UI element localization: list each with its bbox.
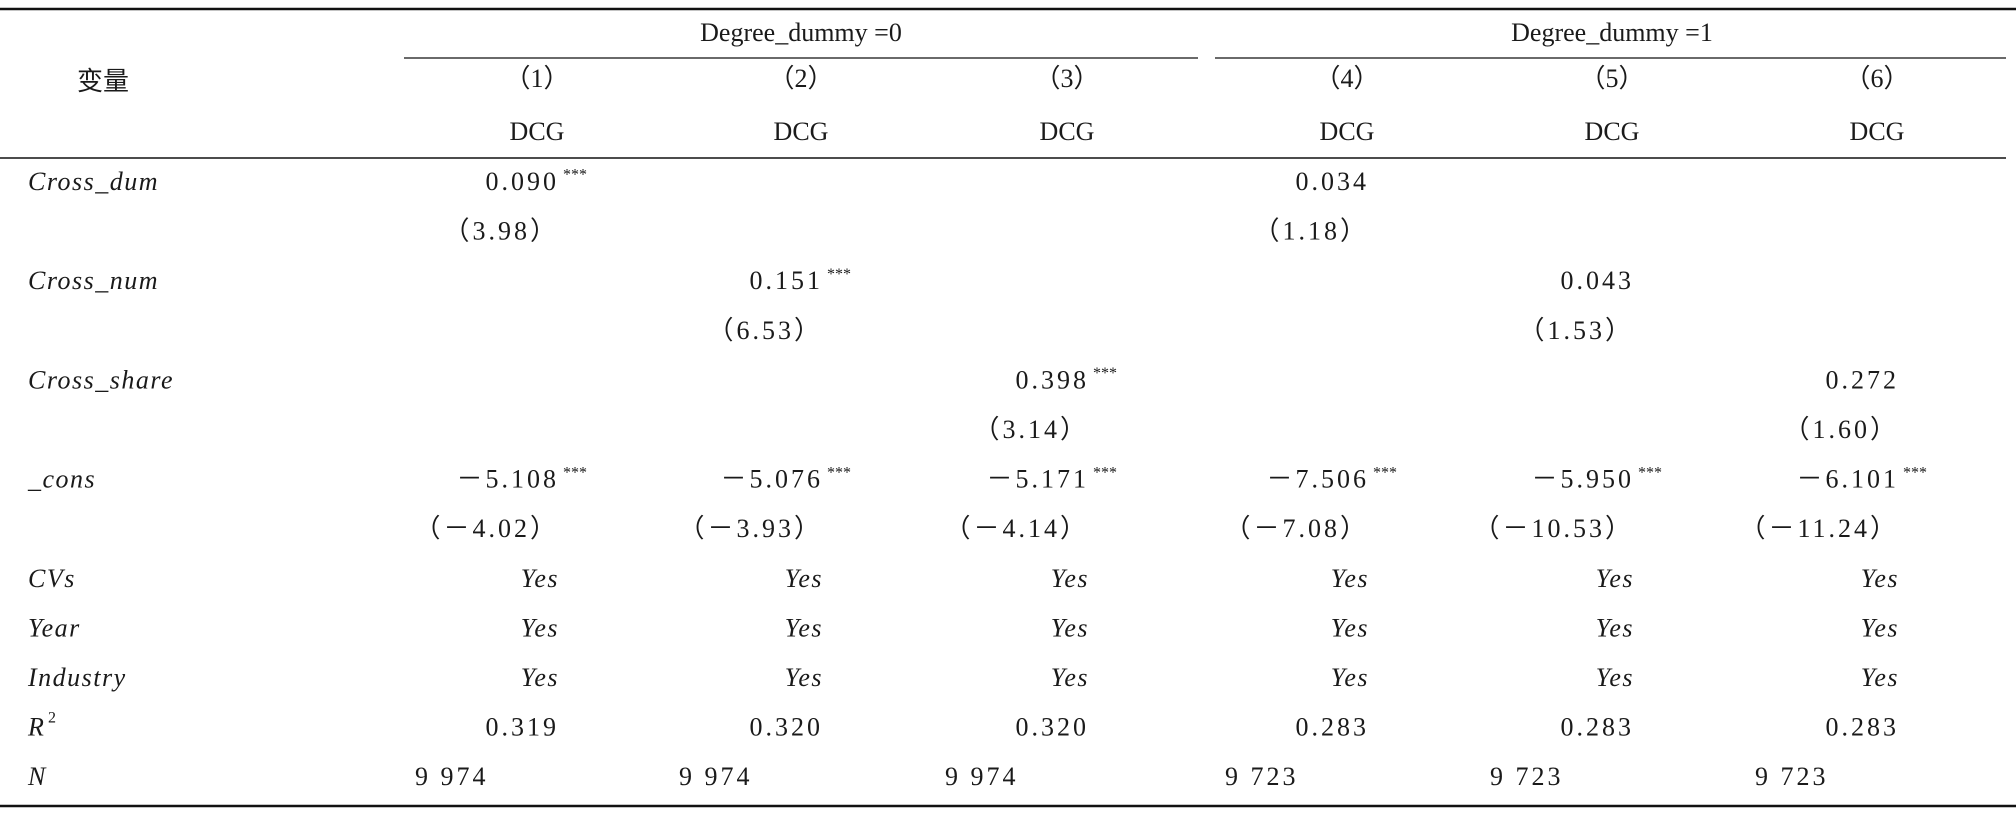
cell-value: （3.14） (973, 415, 1089, 444)
cell-value: 0.283 (1296, 713, 1370, 742)
cell-value: －5.076 (720, 465, 823, 494)
cell-value: （－7.08） (1224, 514, 1369, 543)
cell-value: 0.090 (486, 167, 560, 196)
cell-value: 9 723 (1755, 762, 1829, 791)
dependent-variable: DCG (510, 117, 565, 146)
row-label: Cross_num (28, 266, 159, 295)
significance-stars: *** (1903, 464, 1927, 481)
significance-stars: *** (827, 266, 851, 283)
group-header: Degree_dummy =1 (1511, 18, 1713, 47)
cell-value: （6.53） (707, 316, 823, 345)
cell-value: Yes (1051, 613, 1089, 642)
row-label-sup: 2 (48, 709, 56, 726)
row-label: Year (28, 613, 81, 642)
row-label: Cross_share (28, 365, 174, 394)
cell-value: （1.18） (1253, 217, 1369, 246)
cell-value: 0.272 (1826, 365, 1900, 394)
dependent-variable: DCG (1040, 117, 1095, 146)
cell-value: 9 723 (1225, 762, 1299, 791)
column-number: （4） (1314, 64, 1379, 93)
cell-value: （－10.53） (1473, 514, 1634, 543)
row-label: CVs (28, 564, 76, 593)
dependent-variable: DCG (1320, 117, 1375, 146)
cell-value: Yes (1596, 564, 1634, 593)
significance-stars: *** (563, 464, 587, 481)
cell-value: Yes (1861, 663, 1899, 692)
cell-value: 9 974 (945, 762, 1019, 791)
cell-value: Yes (1331, 613, 1369, 642)
cell-value: Yes (521, 613, 559, 642)
dependent-variable: DCG (1850, 117, 1905, 146)
cell-value: Yes (1331, 663, 1369, 692)
column-number: （5） (1579, 64, 1644, 93)
significance-stars: *** (1093, 365, 1117, 382)
row-label: Industry (27, 663, 127, 692)
cell-value: Yes (785, 564, 823, 593)
column-number: （2） (768, 64, 833, 93)
significance-stars: *** (1373, 464, 1397, 481)
cell-value: Yes (1051, 663, 1089, 692)
cell-value: －5.950 (1531, 465, 1634, 494)
cell-value: 9 974 (415, 762, 489, 791)
cell-value: （－4.02） (414, 514, 559, 543)
cell-value: 9 723 (1490, 762, 1564, 791)
cell-value: （－11.24） (1739, 514, 1899, 543)
cell-value: 0.398 (1016, 365, 1090, 394)
cell-value: －5.108 (456, 465, 559, 494)
cell-value: 0.151 (750, 266, 824, 295)
cell-value: 0.320 (750, 713, 824, 742)
significance-stars: *** (1638, 464, 1662, 481)
group-header: Degree_dummy =0 (700, 18, 902, 47)
cell-value: Yes (1331, 564, 1369, 593)
cell-value: Yes (785, 613, 823, 642)
row-label: Cross_dum (28, 167, 159, 196)
cell-value: 9 974 (679, 762, 753, 791)
cell-value: （3.98） (443, 217, 559, 246)
cell-value: （1.60） (1783, 415, 1899, 444)
column-number: （3） (1034, 64, 1099, 93)
cell-value: 0.034 (1296, 167, 1370, 196)
cell-value: （－3.93） (678, 514, 823, 543)
cell-value: Yes (785, 663, 823, 692)
cell-value: Yes (1861, 613, 1899, 642)
cell-value: －5.171 (986, 465, 1089, 494)
significance-stars: *** (563, 167, 587, 184)
significance-stars: *** (827, 464, 851, 481)
cell-value: （－4.14） (944, 514, 1089, 543)
significance-stars: *** (1093, 464, 1117, 481)
cell-value: Yes (521, 663, 559, 692)
row-label: _cons (27, 465, 96, 494)
cell-value: 0.319 (486, 713, 560, 742)
cell-value: －6.101 (1796, 465, 1899, 494)
cell-value: Yes (1596, 663, 1634, 692)
row-label: R (27, 713, 45, 742)
cell-value: 0.320 (1016, 713, 1090, 742)
row-label: N (27, 762, 47, 791)
cell-value: 0.283 (1826, 713, 1900, 742)
column-number: （1） (504, 64, 569, 93)
cell-value: Yes (1861, 564, 1899, 593)
cell-value: Yes (1596, 613, 1634, 642)
cell-value: （1.53） (1518, 316, 1634, 345)
column-number: （6） (1844, 64, 1909, 93)
cell-value: 0.043 (1561, 266, 1635, 295)
dependent-variable: DCG (1585, 117, 1640, 146)
cell-value: Yes (1051, 564, 1089, 593)
cell-value: Yes (521, 564, 559, 593)
dependent-variable: DCG (774, 117, 829, 146)
cell-value: 0.283 (1561, 713, 1635, 742)
variable-header: 变量 (77, 67, 129, 96)
cell-value: －7.506 (1266, 465, 1369, 494)
